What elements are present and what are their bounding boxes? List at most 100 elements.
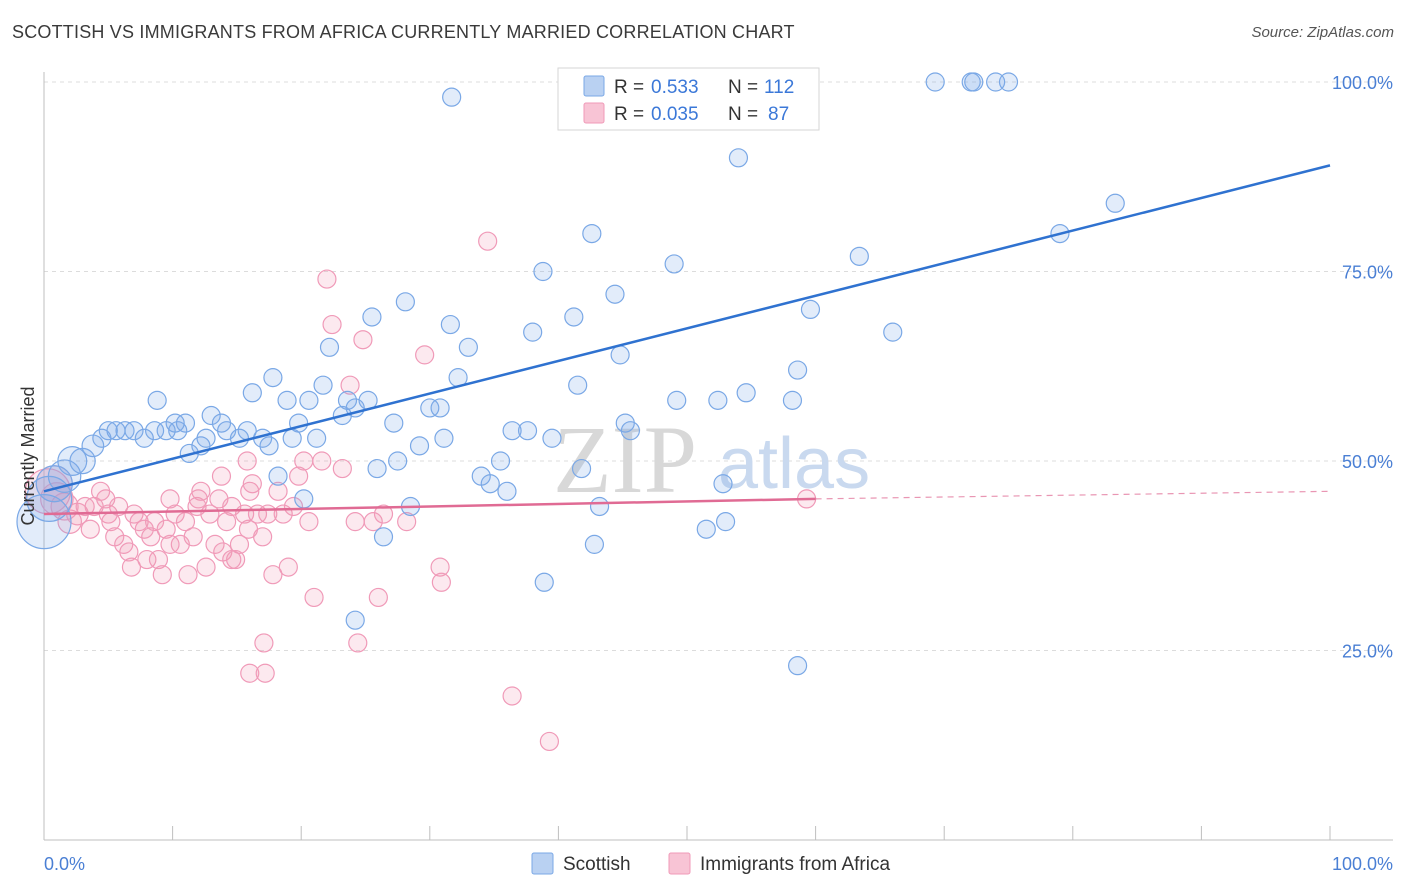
point-scottish-44 bbox=[362, 307, 382, 327]
point-scottish-98 bbox=[998, 72, 1019, 92]
point-scottish-16 bbox=[165, 413, 185, 433]
point-scottish-65 bbox=[533, 261, 553, 282]
point-scottish-8 bbox=[98, 421, 118, 441]
legend-r-value-2: 0.035 bbox=[651, 104, 699, 125]
point-scottish-14 bbox=[147, 390, 167, 410]
point-africa-27 bbox=[165, 504, 185, 524]
point-africa-81 bbox=[238, 519, 259, 539]
point-scottish-45 bbox=[367, 458, 387, 479]
bottom-legend-swatch-scottish bbox=[531, 852, 554, 875]
y-tick-labels: 25.0% 50.0% 75.0% 100.0% bbox=[1332, 73, 1393, 662]
point-africa-19 bbox=[134, 519, 154, 539]
point-africa-66 bbox=[363, 512, 383, 532]
point-africa-53 bbox=[278, 557, 298, 577]
y-tick-label-25: 25.0% bbox=[1342, 642, 1393, 662]
legend-r-label-2: R = bbox=[614, 104, 644, 125]
point-africa-44 bbox=[237, 451, 257, 471]
point-africa-75 bbox=[255, 663, 275, 683]
point-scottish-80 bbox=[696, 519, 716, 539]
point-africa-70 bbox=[415, 345, 435, 365]
point-africa-14 bbox=[108, 496, 129, 517]
point-africa-82 bbox=[121, 557, 142, 577]
point-africa-24 bbox=[152, 565, 172, 585]
legend-n-value-2: 87 bbox=[768, 104, 789, 125]
axes bbox=[43, 72, 1393, 841]
point-africa-60 bbox=[317, 269, 337, 289]
point-scottish-93 bbox=[442, 87, 462, 107]
point-africa-59 bbox=[312, 451, 332, 471]
point-scottish-4 bbox=[57, 446, 88, 477]
legend-n-label-2: N = bbox=[728, 104, 758, 125]
point-africa-65 bbox=[353, 330, 373, 350]
point-africa-64 bbox=[345, 512, 365, 532]
y-tick-label-100: 100.0% bbox=[1332, 73, 1393, 93]
point-scottish-36 bbox=[299, 390, 319, 410]
point-africa-77 bbox=[348, 633, 368, 653]
point-africa-7 bbox=[80, 519, 100, 539]
point-scottish-17 bbox=[168, 421, 188, 441]
point-scottish-29 bbox=[259, 436, 279, 456]
point-scottish-68 bbox=[564, 307, 584, 327]
point-scottish-79 bbox=[664, 254, 684, 274]
legend-n-label-1: N = bbox=[728, 77, 758, 98]
bottom-legend-label-scottish: Scottish bbox=[563, 854, 631, 875]
point-africa-21 bbox=[141, 527, 161, 547]
series-immigrants-from-africa bbox=[24, 231, 817, 752]
watermark-atlas: atlas bbox=[718, 424, 870, 504]
point-africa-46 bbox=[242, 474, 262, 494]
point-scottish-63 bbox=[517, 421, 538, 441]
trend-line-africa-extension bbox=[815, 490, 1331, 500]
trend-line-africa bbox=[43, 497, 816, 516]
point-scottish-39 bbox=[319, 337, 340, 357]
point-africa-33 bbox=[191, 481, 211, 501]
point-scottish-92 bbox=[345, 610, 365, 630]
point-scottish-73 bbox=[589, 496, 610, 517]
point-scottish-51 bbox=[409, 436, 430, 456]
point-africa-23 bbox=[148, 549, 169, 570]
source-label: Source: ZipAtlas.com bbox=[1251, 24, 1394, 41]
trend-lines bbox=[43, 164, 1331, 516]
point-scottish-41 bbox=[337, 390, 358, 410]
y-axis-label: Currently Married bbox=[18, 386, 38, 525]
point-scottish-31 bbox=[268, 466, 288, 486]
point-scottish-27 bbox=[242, 383, 262, 403]
point-africa-71 bbox=[430, 557, 450, 577]
point-scottish-54 bbox=[434, 428, 454, 448]
point-scottish-35 bbox=[294, 489, 314, 509]
point-scottish-72 bbox=[584, 534, 605, 554]
point-scottish-57 bbox=[458, 337, 478, 357]
point-africa-68 bbox=[373, 504, 394, 524]
point-africa-55 bbox=[289, 466, 309, 486]
point-africa-34 bbox=[196, 557, 216, 577]
point-africa-30 bbox=[178, 565, 198, 585]
point-africa-20 bbox=[137, 549, 157, 570]
point-scottish-18 bbox=[175, 413, 196, 433]
point-scottish-67 bbox=[542, 428, 562, 448]
point-scottish-85 bbox=[736, 383, 756, 403]
stats-legend: R = 0.533 N = 112 R = 0.035 N = 87 bbox=[557, 67, 820, 131]
series-legend: Scottish Immigrants from Africa bbox=[531, 852, 890, 875]
x-tick-label-min: 0.0% bbox=[44, 854, 85, 874]
point-africa-50 bbox=[263, 565, 283, 585]
watermark: ZIP atlas bbox=[553, 406, 870, 513]
point-scottish-86 bbox=[787, 360, 808, 380]
point-scottish-71 bbox=[582, 224, 602, 244]
series-scottish bbox=[16, 72, 1125, 676]
point-scottish-53 bbox=[430, 398, 450, 418]
point-africa-72 bbox=[431, 572, 451, 592]
point-africa-58 bbox=[304, 587, 324, 608]
point-africa-83 bbox=[160, 534, 180, 554]
point-scottish-52 bbox=[420, 398, 440, 418]
point-africa-45 bbox=[240, 481, 260, 501]
point-scottish-70 bbox=[571, 458, 592, 479]
point-scottish-60 bbox=[490, 451, 511, 471]
point-africa-56 bbox=[294, 451, 314, 471]
point-scottish-75 bbox=[610, 345, 630, 365]
point-scottish-83 bbox=[715, 512, 736, 532]
point-africa-76 bbox=[254, 633, 274, 653]
point-africa-63 bbox=[340, 375, 360, 395]
point-africa-31 bbox=[183, 527, 203, 547]
point-scottish-38 bbox=[313, 375, 333, 395]
point-africa-29 bbox=[175, 512, 196, 532]
